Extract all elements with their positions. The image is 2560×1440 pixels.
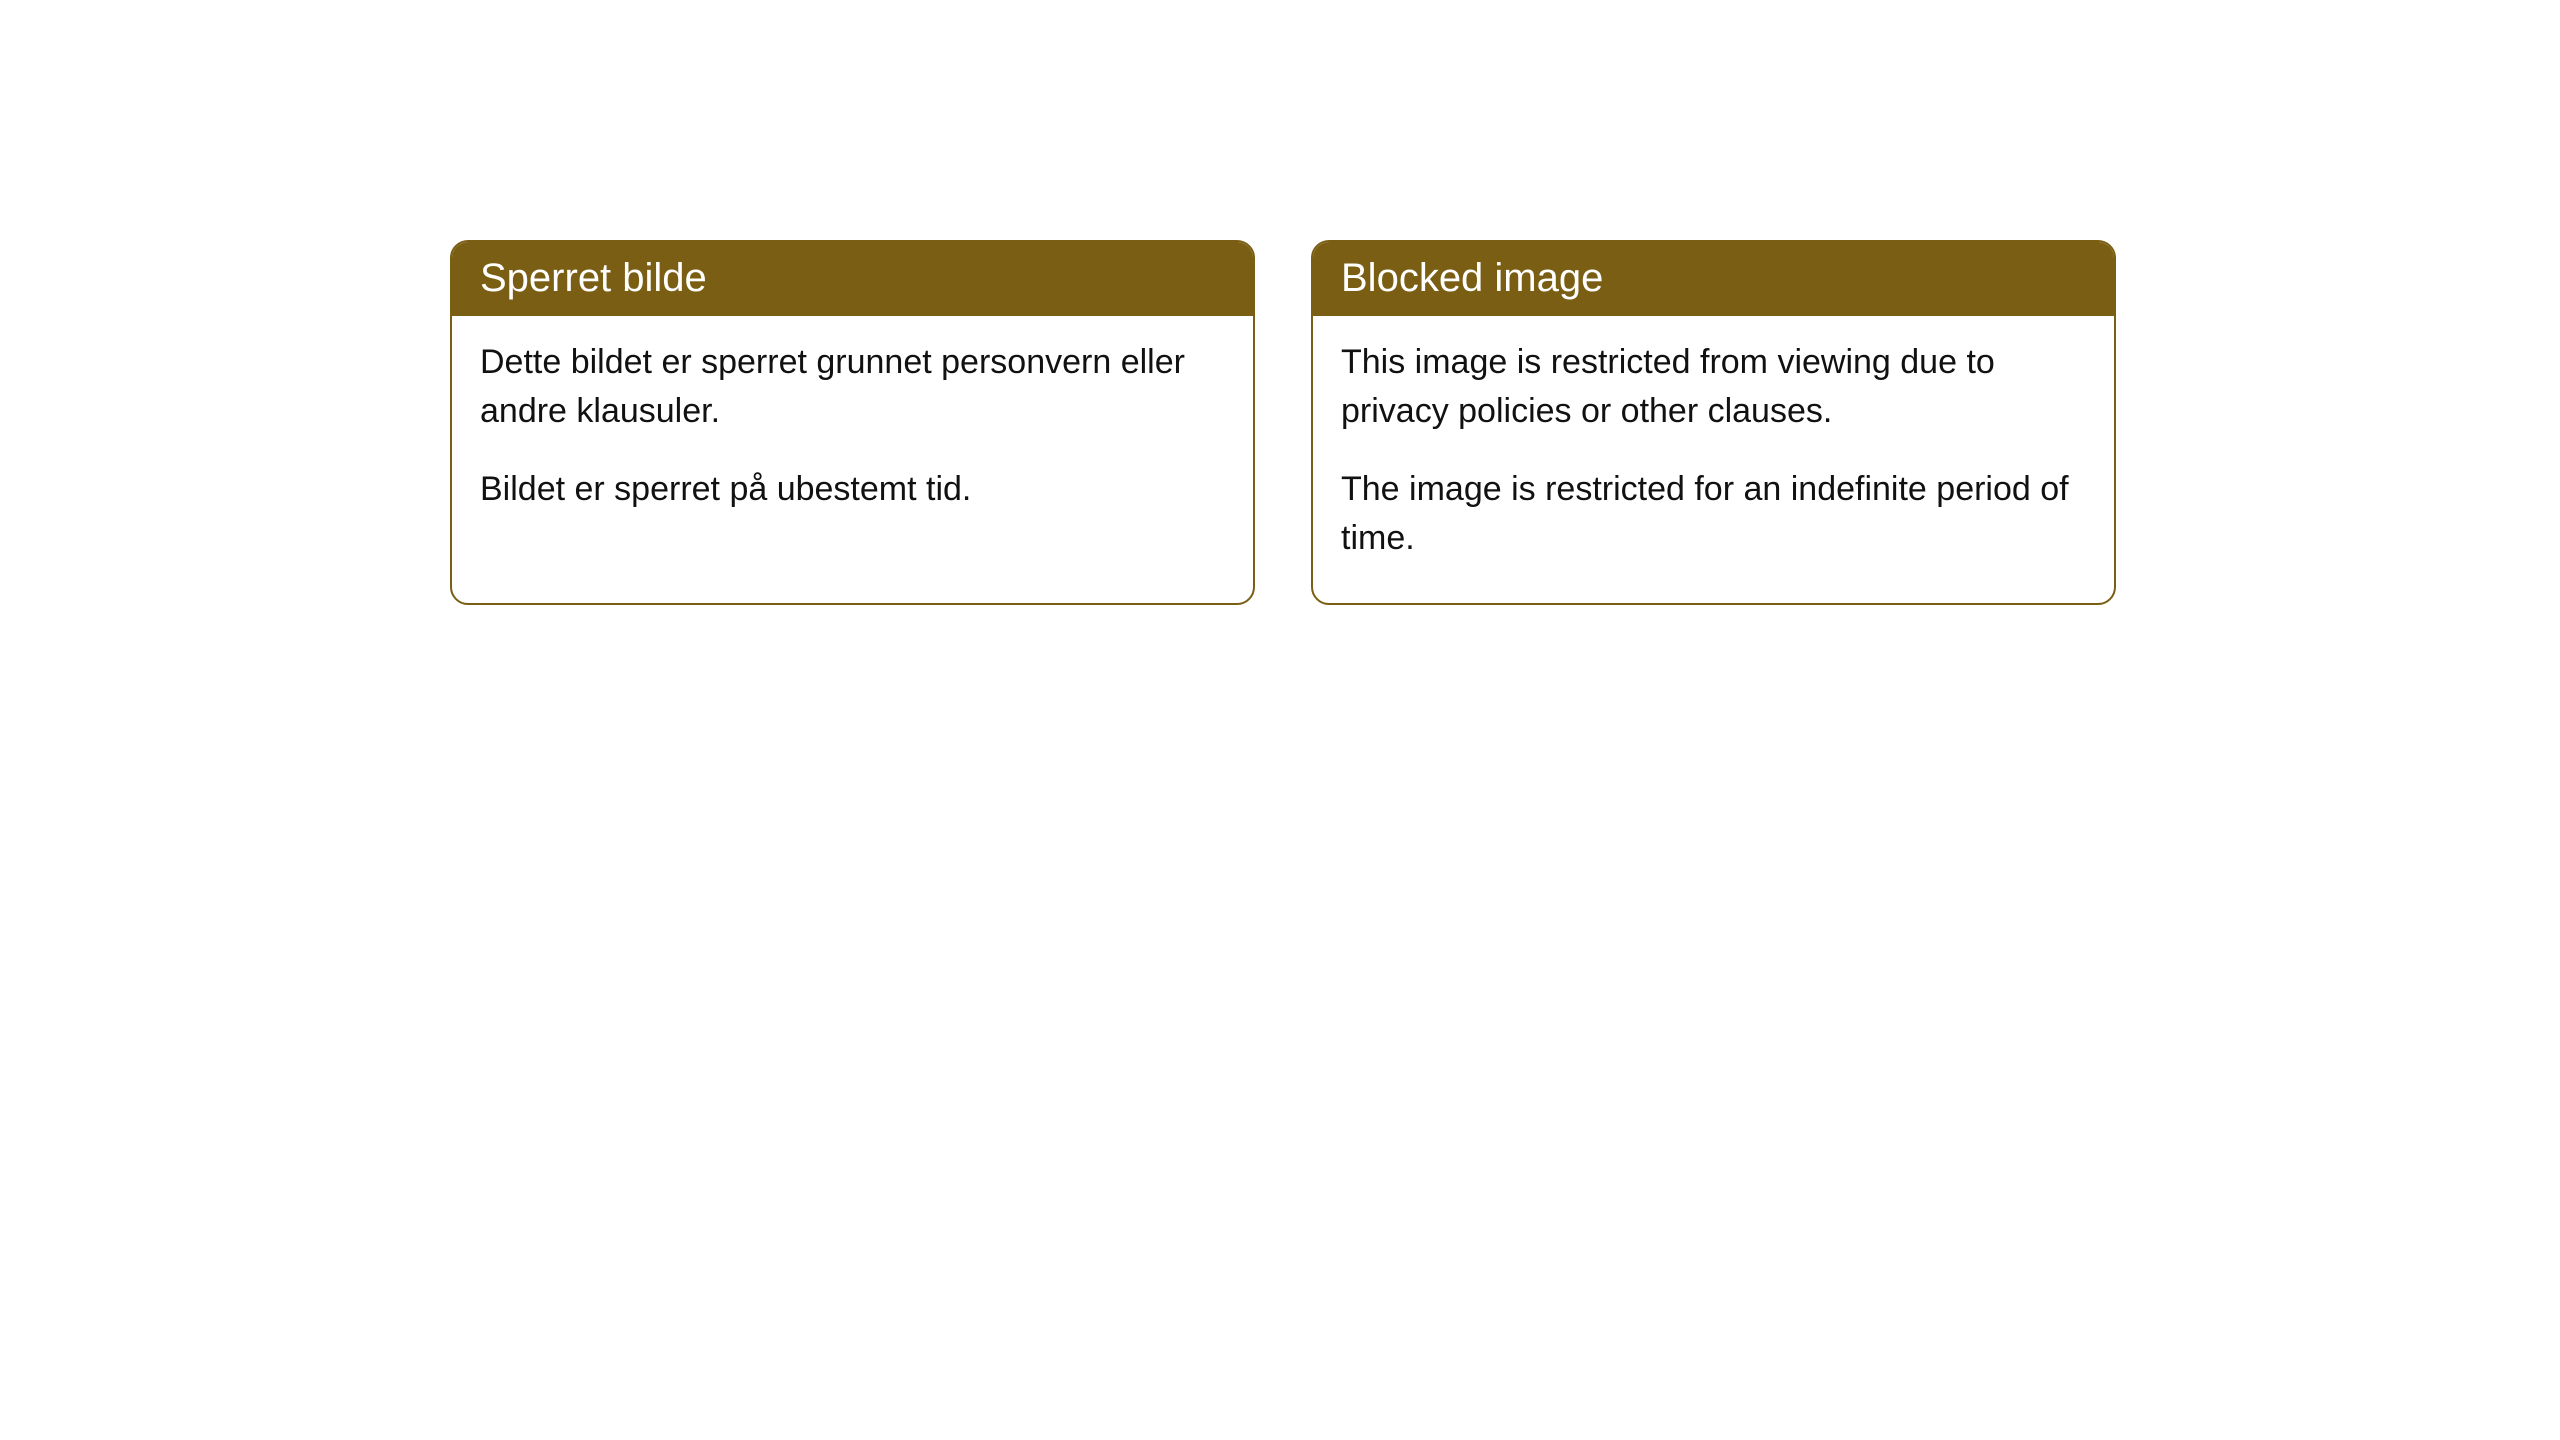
card-paragraph: The image is restricted for an indefinit… xyxy=(1341,465,2086,564)
card-paragraph: Bildet er sperret på ubestemt tid. xyxy=(480,465,1225,514)
notice-cards-container: Sperret bilde Dette bildet er sperret gr… xyxy=(450,240,2560,605)
card-body: This image is restricted from viewing du… xyxy=(1313,316,2114,603)
notice-card-english: Blocked image This image is restricted f… xyxy=(1311,240,2116,605)
card-header: Blocked image xyxy=(1313,242,2114,316)
card-paragraph: This image is restricted from viewing du… xyxy=(1341,338,2086,437)
card-body: Dette bildet er sperret grunnet personve… xyxy=(452,316,1253,554)
card-title: Sperret bilde xyxy=(480,256,707,300)
card-title: Blocked image xyxy=(1341,256,1603,300)
notice-card-norwegian: Sperret bilde Dette bildet er sperret gr… xyxy=(450,240,1255,605)
card-header: Sperret bilde xyxy=(452,242,1253,316)
card-paragraph: Dette bildet er sperret grunnet personve… xyxy=(480,338,1225,437)
